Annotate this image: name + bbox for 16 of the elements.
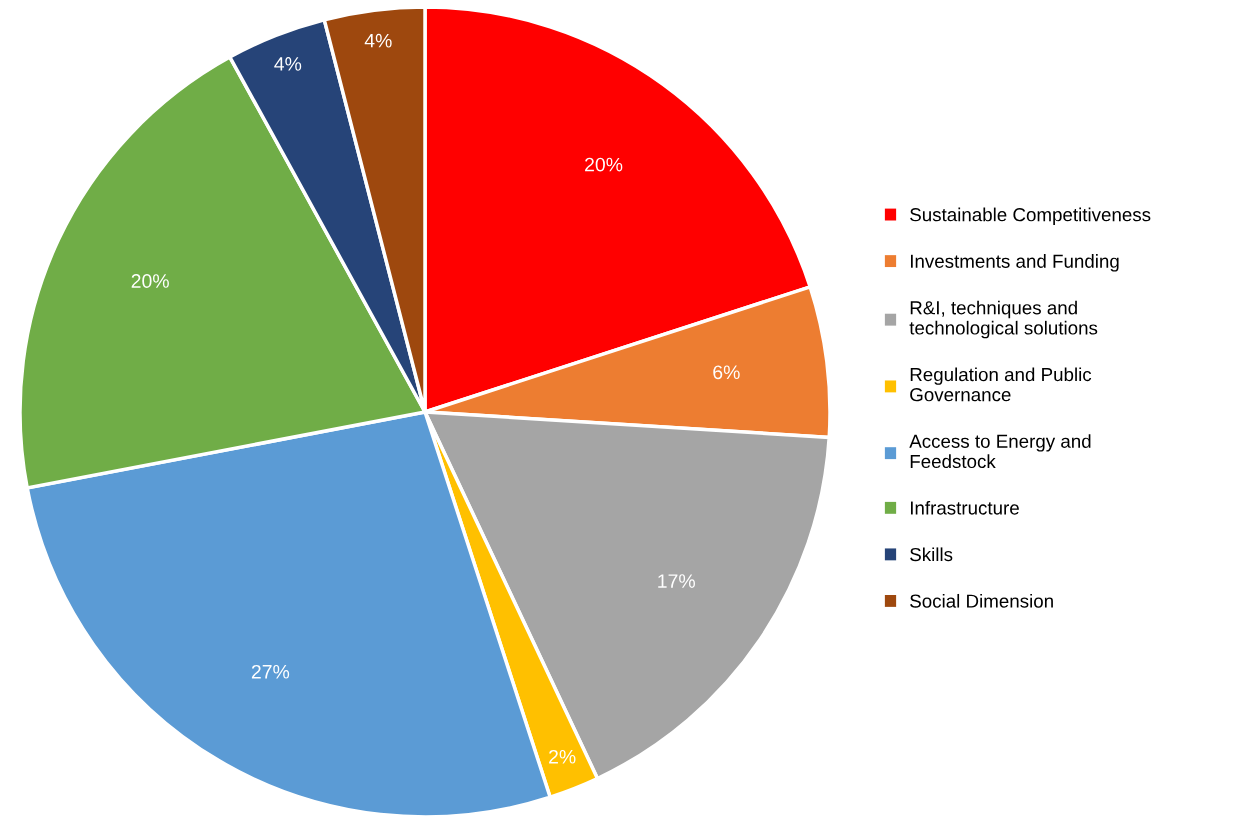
- data-label: 17%: [658, 574, 695, 588]
- legend-label: Sustainable Competitiveness: [910, 207, 1151, 226]
- legend-label: Infrastructure: [910, 500, 1019, 515]
- data-label: 2%: [549, 749, 576, 764]
- data-label: 27%: [251, 664, 290, 679]
- data-label: 20%: [131, 274, 169, 288]
- legend-label: Regulation and Public Governance: [910, 367, 1092, 402]
- data-label: 4%: [274, 57, 302, 71]
- legend-label: R&I, techniques and technological solutions: [909, 300, 1098, 339]
- data-label: 4%: [364, 33, 392, 48]
- legend-label: Social Dimension: [910, 593, 1053, 608]
- legend-label: Investments and Funding: [910, 254, 1119, 272]
- legend-label: Skills: [910, 547, 953, 562]
- legend-label: Access to Energy and Feedstock: [909, 434, 1091, 469]
- data-label: 20%: [585, 157, 623, 172]
- data-label: 6%: [713, 365, 740, 380]
